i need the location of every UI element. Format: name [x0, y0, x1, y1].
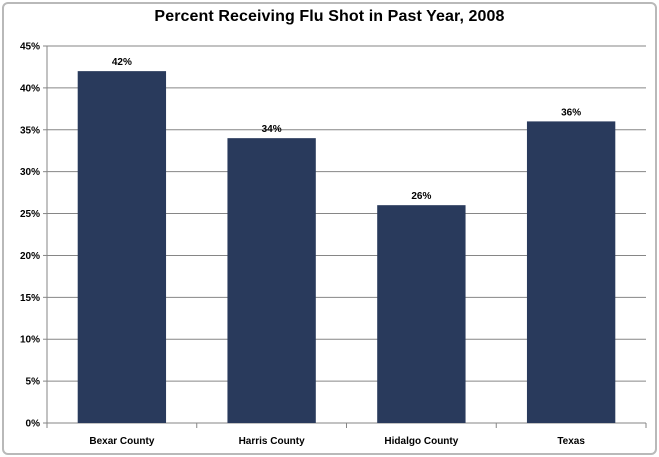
category-label: Harris County [239, 436, 306, 447]
bar-texas [526, 121, 616, 424]
y-tick-label: 35% [20, 125, 40, 136]
category-labels: Bexar County Harris County Hidalgo County T… [89, 436, 585, 447]
data-labels: 42% 34% 26% 36% [112, 57, 581, 202]
y-tick-label: 5% [26, 377, 41, 388]
y-tick-label: 40% [20, 83, 40, 94]
bars [77, 71, 616, 424]
category-label: Bexar County [89, 436, 154, 447]
bar-hidalgo-county [377, 205, 466, 423]
data-label: 36% [561, 107, 581, 118]
data-label: 26% [411, 191, 431, 202]
y-tick-label: 10% [20, 335, 40, 346]
category-label: Hidalgo County [384, 436, 458, 447]
y-tick-label: 30% [20, 167, 40, 178]
y-tick-label: 0% [26, 419, 41, 430]
data-label: 42% [112, 57, 132, 68]
bar-harris-county [227, 138, 316, 423]
y-tick-label: 25% [20, 209, 40, 220]
category-label: Texas [557, 436, 585, 447]
data-label: 34% [262, 124, 282, 135]
y-tick-label: 45% [20, 42, 40, 53]
bar-bexar-county [77, 71, 167, 423]
chart-title: Percent Receiving Flu Shot in Past Year,… [154, 8, 505, 25]
y-tick-labels: 0% 5% 10% 15% 20% 25% 30% 35% 40% 45% [20, 42, 40, 430]
y-tick-label: 15% [20, 293, 40, 304]
y-tick-label: 20% [20, 251, 40, 262]
